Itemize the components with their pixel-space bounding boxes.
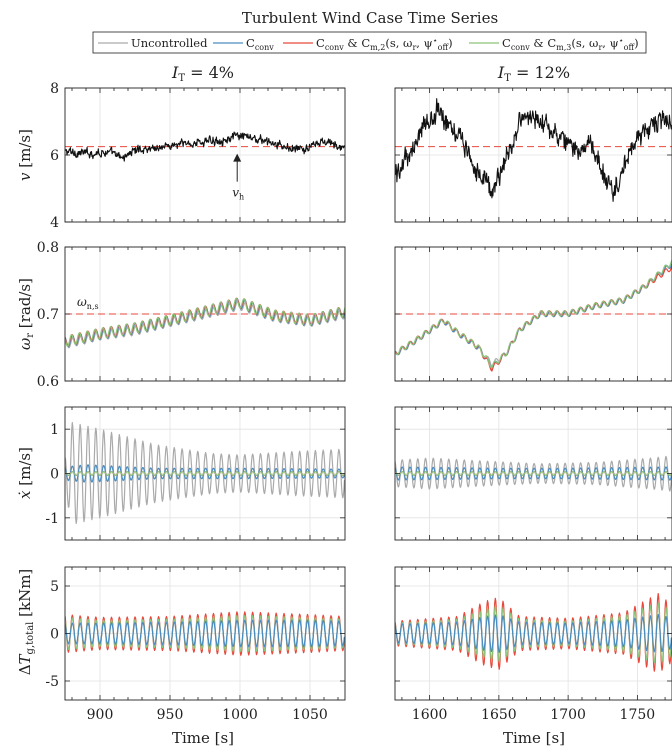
y-tick-label: 5 bbox=[50, 579, 59, 595]
x-tick-label: 1750 bbox=[620, 707, 656, 723]
column-title-right: IT = 12% bbox=[497, 63, 570, 84]
panel-r0-c0: 4 6 8 vh bbox=[50, 81, 346, 231]
ylabel-row-2: ẋ [m/s] bbox=[16, 447, 34, 499]
x-tick-label: 1700 bbox=[550, 707, 586, 723]
reference-label: ωn,s bbox=[77, 295, 99, 311]
legend-item-cm3: Cconv & Cm,3(s, ωr, ψ⋆off) bbox=[469, 36, 639, 52]
y-tick-label: 0.7 bbox=[37, 307, 59, 323]
series-line-c-conv-c-m-2 bbox=[395, 593, 672, 672]
x-tick-label: 1000 bbox=[222, 707, 258, 723]
y-tick-label: 0 bbox=[50, 627, 59, 643]
ylabel-row-1: ωr [rad/s] bbox=[16, 278, 36, 350]
panels: 4 6 8 vh 0.6 0.7 0.8 ωn,s -1 0 1 -5 0 5 900 950 1000 1050… bbox=[37, 81, 672, 723]
annotation-arrowhead bbox=[233, 153, 242, 162]
figure-title: Turbulent Wind Case Time Series bbox=[242, 9, 498, 27]
y-tick-label: 6 bbox=[50, 148, 59, 164]
legend: Uncontrolled Cconv Cconv & Cm,2(s, ωr, ψ… bbox=[92, 31, 647, 54]
legend-item-uncontrolled: Uncontrolled bbox=[98, 36, 208, 50]
legend-label-uncontrolled: Uncontrolled bbox=[131, 36, 208, 50]
y-tick-label: -5 bbox=[45, 674, 59, 690]
panel-r3-c1: 1600 1650 1700 1750 bbox=[394, 566, 672, 723]
series-line-c-conv bbox=[395, 613, 672, 653]
legend-box bbox=[92, 31, 647, 54]
y-tick-label: 0.8 bbox=[37, 240, 59, 256]
x-tick-label: 900 bbox=[87, 707, 114, 723]
panel-r0-c1 bbox=[394, 87, 672, 223]
legend-label-cm2: Cconv & Cm,2(s, ωr, ψ⋆off) bbox=[316, 36, 453, 52]
x-tick-label: 1600 bbox=[412, 707, 448, 723]
xlabel-left: Time [s] bbox=[172, 729, 234, 747]
series-line-c-conv bbox=[65, 619, 345, 648]
panel-r3-c0: -5 0 5 900 950 1000 1050 bbox=[45, 566, 346, 723]
column-title-left: IT = 4% bbox=[171, 63, 234, 84]
y-tick-label: 8 bbox=[50, 81, 59, 97]
legend-item-cm2: Cconv & Cm,2(s, ωr, ψ⋆off) bbox=[283, 36, 453, 52]
series-line-c-conv-c-m-3 bbox=[65, 471, 345, 476]
legend-label-cm3: Cconv & Cm,3(s, ωr, ψ⋆off) bbox=[502, 36, 639, 52]
y-tick-label: 4 bbox=[50, 215, 59, 231]
xlabel-right: Time [s] bbox=[503, 729, 565, 747]
y-tick-label: 0.6 bbox=[37, 374, 59, 390]
series-line-wind bbox=[395, 98, 672, 202]
y-tick-label: 0 bbox=[50, 467, 59, 483]
panel-r1-c0: 0.6 0.7 0.8 ωn,s bbox=[37, 240, 346, 390]
y-tick-label: 1 bbox=[50, 422, 59, 438]
x-tick-label: 1050 bbox=[292, 707, 328, 723]
x-tick-label: 950 bbox=[157, 707, 184, 723]
series-line-c-conv-c-m-3 bbox=[395, 471, 672, 476]
panel-r2-c1 bbox=[394, 406, 672, 541]
panel-r1-c1 bbox=[394, 246, 672, 382]
ylabel-row-0: v [m/s] bbox=[16, 129, 34, 181]
ylabel-row-3: ΔTg,total [kNm] bbox=[16, 569, 36, 676]
annotation-label: vh bbox=[232, 186, 244, 202]
x-tick-label: 1650 bbox=[481, 707, 517, 723]
y-tick-label: -1 bbox=[45, 511, 59, 527]
series-line-c-conv-c-m-3 bbox=[395, 259, 672, 369]
series-line-wind bbox=[65, 131, 345, 162]
panel-r2-c0: -1 0 1 bbox=[45, 406, 346, 541]
series-line-c-conv-c-m-3 bbox=[65, 297, 345, 347]
